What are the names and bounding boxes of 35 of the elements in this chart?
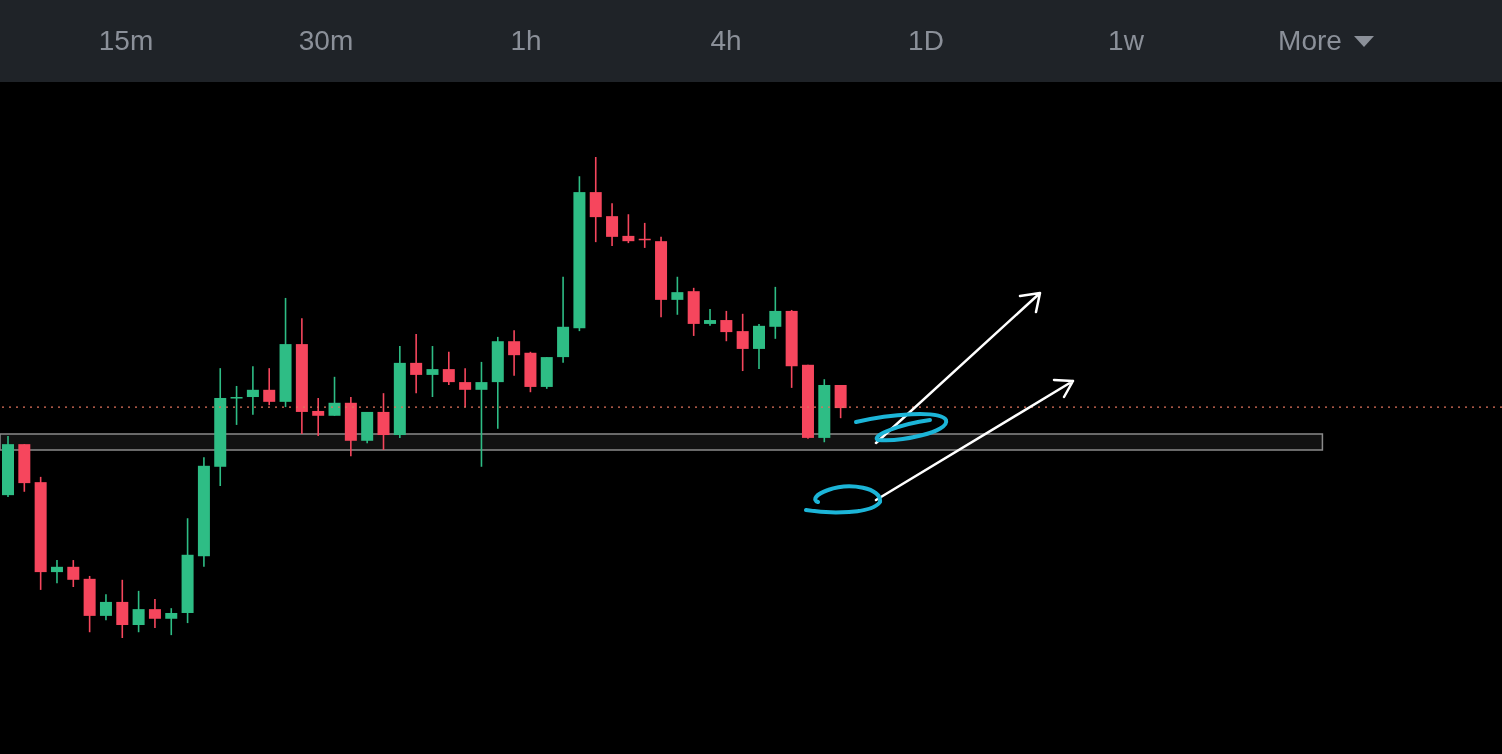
candlestick xyxy=(328,376,341,417)
candlestick xyxy=(410,333,423,394)
candlestick xyxy=(671,275,684,316)
candlestick xyxy=(736,313,749,372)
text: More xyxy=(1278,24,1342,58)
text: 30m xyxy=(298,24,354,58)
candlestick xyxy=(834,384,847,419)
candlestick xyxy=(426,345,439,398)
candlestick xyxy=(116,579,129,638)
text: 1h xyxy=(510,24,542,58)
candlestick xyxy=(312,397,325,437)
candlestick xyxy=(148,598,161,629)
candlestick xyxy=(704,308,717,327)
candlestick xyxy=(50,559,63,584)
candlestick xyxy=(67,559,80,588)
candlestick xyxy=(263,367,276,406)
candlestick xyxy=(753,323,765,370)
candlestick xyxy=(246,365,259,416)
candlestick xyxy=(442,351,455,386)
candlestick xyxy=(230,385,243,426)
candlestick xyxy=(99,593,112,621)
candlestick xyxy=(606,202,619,247)
text: 4h xyxy=(710,24,742,58)
candlestick xyxy=(769,286,782,340)
candlestick xyxy=(475,361,488,468)
candlestick xyxy=(622,213,635,244)
candlestick xyxy=(508,329,521,377)
candlestick xyxy=(720,310,733,343)
candlestick xyxy=(165,607,178,636)
text: 15m xyxy=(98,24,154,58)
candlestick xyxy=(132,590,145,634)
text: 1D xyxy=(908,24,944,58)
candlestick xyxy=(459,367,472,408)
candlestick xyxy=(377,392,390,451)
text: 1w xyxy=(1108,24,1144,58)
